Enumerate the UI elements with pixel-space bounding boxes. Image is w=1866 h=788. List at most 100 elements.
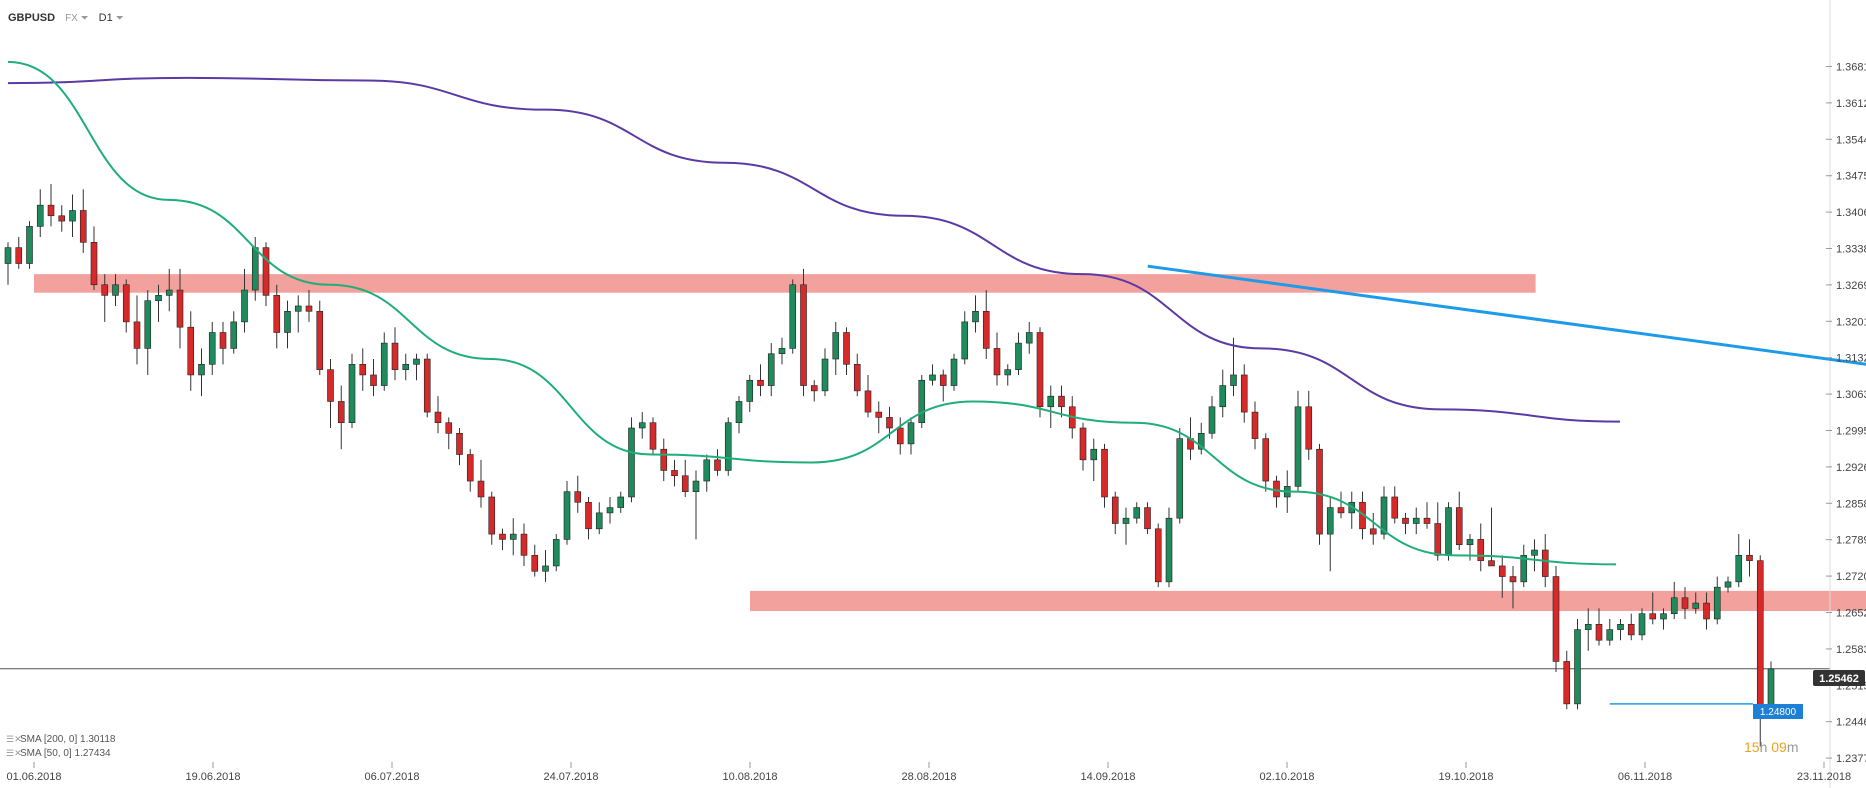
candle-body — [1466, 539, 1474, 546]
candle-body — [832, 332, 840, 360]
candle-body — [520, 533, 528, 556]
settings-icon[interactable]: ☰✕ — [6, 734, 22, 744]
candle-body — [1606, 629, 1614, 641]
candle-body — [1101, 448, 1108, 498]
candle-body — [1230, 374, 1237, 386]
indicator-legend-sma200[interactable]: ☰✕SMA [200, 0] 1.30118 — [6, 734, 115, 745]
candle-body — [563, 491, 571, 540]
candle-body — [1692, 602, 1700, 609]
time-axis[interactable]: 01.06.2018 19.06.2018 06.07.2018 24.07.2018… — [6, 762, 1866, 783]
candle-body — [284, 310, 291, 333]
candle-body — [886, 417, 893, 429]
countdown-minutes: 09 — [1771, 739, 1787, 755]
candle-body — [1165, 517, 1173, 583]
indicator-legend-sma50[interactable]: ☰✕SMA [50, 0] 1.27434 — [6, 748, 111, 759]
y-tick-label: 1.27895 — [1836, 535, 1866, 547]
countdown-hour-unit: h — [1759, 739, 1768, 755]
market-dropdown[interactable]: FX ⏷ — [65, 13, 89, 24]
candle-body — [1552, 576, 1560, 662]
x-tick-label: 14.09.2018 — [1080, 771, 1135, 783]
candle-body — [58, 215, 66, 222]
timeframe-dropdown[interactable]: D1 ⏷ — [99, 12, 124, 24]
candle-body — [466, 454, 474, 482]
candle-body — [982, 310, 990, 349]
candle-body — [681, 475, 689, 492]
candle-body — [176, 289, 184, 328]
candle-body — [1520, 555, 1528, 583]
candle-body — [724, 422, 732, 471]
candle-body — [735, 401, 743, 423]
candle-body — [348, 364, 356, 423]
candle-body — [380, 342, 388, 386]
candle-body — [810, 385, 818, 392]
x-tick-label: 19.06.2018 — [185, 771, 240, 783]
candle-body — [337, 401, 345, 423]
candle-body — [251, 247, 259, 291]
candle-body — [122, 284, 130, 323]
candle-body — [993, 348, 1001, 376]
candle-body — [1133, 507, 1141, 519]
symbol-label: GBPUSD — [8, 12, 56, 24]
settings-icon[interactable]: ☰✕ — [6, 748, 22, 758]
candle-body — [219, 332, 227, 349]
candle-body — [15, 247, 23, 264]
candle-body — [1219, 385, 1227, 408]
candle-body — [1670, 597, 1678, 614]
resistance-support-zones — [34, 274, 1866, 612]
candle-body — [542, 565, 549, 572]
candle-body — [1294, 406, 1302, 487]
candle-body — [402, 364, 410, 370]
candle-body — [746, 379, 754, 402]
y-tick-label: 1.32011 — [1836, 316, 1866, 328]
y-tick-label: 1.31325 — [1836, 353, 1866, 365]
candle-body — [1595, 624, 1603, 641]
x-tick-label: 24.07.2018 — [543, 771, 598, 783]
candle-body — [853, 364, 861, 392]
annotation-lines — [1147, 264, 1866, 705]
candle-body — [423, 358, 431, 413]
candle-body — [1015, 342, 1022, 370]
y-tick-label: 1.32697 — [1836, 280, 1866, 292]
candle-body — [1412, 517, 1420, 524]
candle-body — [1713, 586, 1721, 620]
y-tick-label: 1.28581 — [1836, 498, 1866, 510]
price-axis[interactable]: 1.36814 1.36128 1.35442 1.34755 1.34069 1.333… — [1826, 61, 1866, 765]
candle-body — [144, 300, 152, 349]
candle-body — [1047, 395, 1055, 408]
candle-body — [1369, 528, 1377, 535]
price-zone-0 — [34, 274, 1536, 293]
candle-body — [595, 512, 603, 530]
candle-body — [821, 358, 829, 392]
candle-body — [1627, 624, 1635, 636]
market-label: FX — [65, 12, 78, 24]
candle-body — [327, 369, 334, 402]
candle-body — [230, 321, 238, 349]
candle-body — [1316, 448, 1323, 535]
x-tick-label: 06.11.2018 — [1618, 771, 1672, 783]
candle-body — [1455, 507, 1463, 546]
candle-body — [1025, 332, 1033, 344]
candle-body — [617, 496, 625, 508]
candle-body — [133, 321, 141, 349]
candle-body — [628, 427, 635, 498]
candle-body — [477, 480, 485, 498]
y-tick-label: 1.34069 — [1836, 207, 1866, 219]
candle-body — [208, 332, 216, 365]
candle-body — [273, 295, 281, 333]
y-tick-label: 1.26522 — [1836, 608, 1866, 620]
candle-body — [1767, 668, 1775, 710]
y-tick-label: 1.30639 — [1836, 389, 1866, 401]
candle-body — [1423, 517, 1431, 524]
candle-body — [69, 210, 76, 222]
candle-body — [961, 321, 969, 360]
candle-body — [1638, 613, 1646, 636]
candle-body — [929, 374, 936, 381]
sma200-label: SMA [200, 0] 1.30118 — [20, 734, 116, 745]
y-tick-label: 1.34755 — [1836, 171, 1866, 183]
candle-body — [101, 284, 109, 296]
candle-body — [1305, 406, 1313, 450]
candle-body — [1251, 411, 1259, 439]
candle-body — [1584, 624, 1592, 630]
candle-body — [1240, 374, 1248, 413]
